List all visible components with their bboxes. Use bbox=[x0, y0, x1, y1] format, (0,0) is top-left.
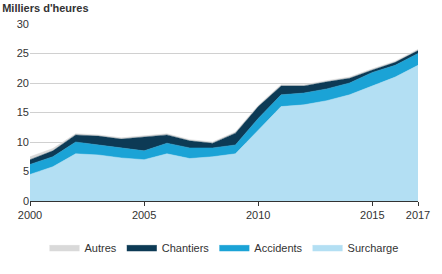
svg-text:Surcharge: Surcharge bbox=[348, 242, 399, 254]
svg-text:2010: 2010 bbox=[246, 209, 270, 221]
svg-text:20: 20 bbox=[17, 77, 29, 89]
svg-text:Autres: Autres bbox=[85, 242, 117, 254]
svg-text:Chantiers: Chantiers bbox=[162, 242, 210, 254]
svg-text:2017: 2017 bbox=[406, 209, 430, 221]
svg-text:15: 15 bbox=[17, 106, 29, 118]
svg-text:10: 10 bbox=[17, 136, 29, 148]
svg-text:5: 5 bbox=[23, 165, 29, 177]
svg-text:0: 0 bbox=[23, 195, 29, 207]
svg-text:2015: 2015 bbox=[360, 209, 384, 221]
svg-text:2005: 2005 bbox=[132, 209, 156, 221]
svg-text:Accidents: Accidents bbox=[254, 242, 302, 254]
svg-text:30: 30 bbox=[17, 18, 29, 30]
svg-text:2000: 2000 bbox=[18, 209, 42, 221]
svg-text:Milliers d'heures: Milliers d'heures bbox=[2, 2, 88, 14]
svg-text:25: 25 bbox=[17, 47, 29, 59]
